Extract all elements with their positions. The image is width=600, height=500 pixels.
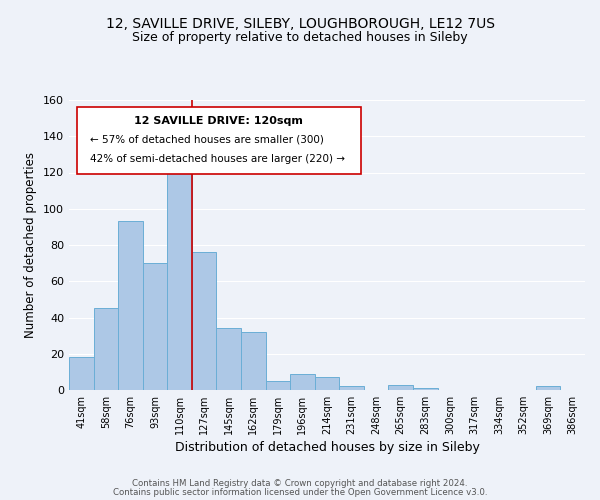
Bar bbox=[536, 386, 560, 390]
Bar bbox=[413, 388, 437, 390]
Bar bbox=[217, 328, 241, 390]
Bar bbox=[118, 222, 143, 390]
Bar bbox=[388, 384, 413, 390]
Bar bbox=[192, 252, 217, 390]
FancyBboxPatch shape bbox=[77, 108, 361, 174]
Text: Size of property relative to detached houses in Sileby: Size of property relative to detached ho… bbox=[132, 31, 468, 44]
Text: 42% of semi-detached houses are larger (220) →: 42% of semi-detached houses are larger (… bbox=[89, 154, 344, 164]
Bar bbox=[69, 358, 94, 390]
Text: 12, SAVILLE DRIVE, SILEBY, LOUGHBOROUGH, LE12 7US: 12, SAVILLE DRIVE, SILEBY, LOUGHBOROUGH,… bbox=[106, 18, 494, 32]
Bar bbox=[339, 386, 364, 390]
X-axis label: Distribution of detached houses by size in Sileby: Distribution of detached houses by size … bbox=[175, 441, 479, 454]
Bar bbox=[94, 308, 118, 390]
Text: 12 SAVILLE DRIVE: 120sqm: 12 SAVILLE DRIVE: 120sqm bbox=[134, 116, 303, 126]
Bar bbox=[315, 378, 339, 390]
Bar bbox=[167, 149, 192, 390]
Bar bbox=[266, 381, 290, 390]
Text: ← 57% of detached houses are smaller (300): ← 57% of detached houses are smaller (30… bbox=[89, 135, 323, 145]
Text: Contains public sector information licensed under the Open Government Licence v3: Contains public sector information licen… bbox=[113, 488, 487, 497]
Y-axis label: Number of detached properties: Number of detached properties bbox=[25, 152, 37, 338]
Text: Contains HM Land Registry data © Crown copyright and database right 2024.: Contains HM Land Registry data © Crown c… bbox=[132, 479, 468, 488]
Bar bbox=[143, 263, 167, 390]
Bar bbox=[290, 374, 315, 390]
Bar bbox=[241, 332, 266, 390]
